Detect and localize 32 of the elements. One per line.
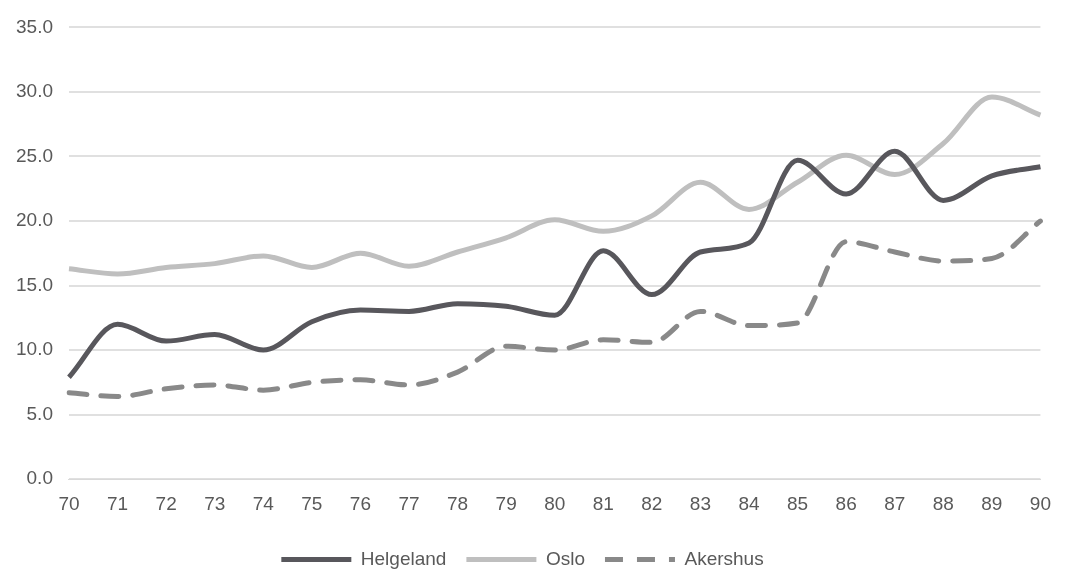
x-tick-label: 74 <box>252 492 275 514</box>
x-tick-label: 86 <box>835 492 857 514</box>
y-tick-label: 35.0 <box>16 15 53 37</box>
x-tick-label: 75 <box>301 492 323 514</box>
x-tick-label: 80 <box>544 492 566 514</box>
legend-label: Helgeland <box>360 547 447 569</box>
x-tick-label: 83 <box>689 492 711 514</box>
y-tick-label: 5.0 <box>26 402 53 424</box>
legend-label: Akershus <box>684 547 764 569</box>
x-tick-label: 79 <box>495 492 517 514</box>
x-tick-label: 84 <box>738 492 760 514</box>
y-tick-label: 10.0 <box>16 338 53 360</box>
x-tick-label: 70 <box>58 492 80 514</box>
x-tick-label: 72 <box>155 492 177 514</box>
x-tick-label: 90 <box>1029 492 1051 514</box>
x-tick-label: 71 <box>106 492 129 514</box>
legend-label: Oslo <box>545 547 585 569</box>
x-tick-label: 87 <box>884 492 906 514</box>
x-tick-label: 76 <box>349 492 371 514</box>
y-tick-label: 0.0 <box>26 467 53 489</box>
x-tick-label: 77 <box>398 492 420 514</box>
y-tick-label: 20.0 <box>16 209 53 231</box>
x-tick-label: 78 <box>446 492 469 514</box>
x-tick-label: 81 <box>592 492 614 514</box>
x-tick-label: 85 <box>787 492 809 514</box>
y-tick-label: 25.0 <box>16 144 53 166</box>
x-tick-label: 88 <box>932 492 954 514</box>
x-tick-label: 89 <box>981 492 1003 514</box>
y-tick-label: 30.0 <box>16 80 53 102</box>
x-tick-label: 82 <box>641 492 663 514</box>
y-tick-label: 15.0 <box>16 273 53 295</box>
x-tick-label: 73 <box>204 492 226 514</box>
